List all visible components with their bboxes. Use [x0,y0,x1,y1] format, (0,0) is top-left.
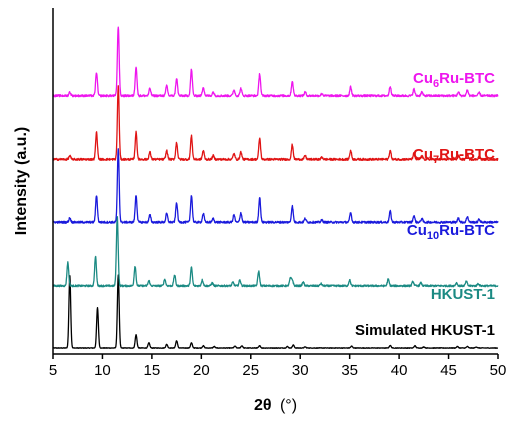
x-axis-title-unit: (°) [280,397,297,414]
series-label-base: Cu [413,70,433,87]
x-axis-title: 2θ (°) [254,397,297,414]
x-tick-label: 15 [144,362,161,379]
series-line [52,26,499,98]
series-traces [52,26,499,349]
series-label-base: Cu [413,146,433,163]
x-tick-label: 40 [391,362,408,379]
x-axis-title-symbol: 2θ [254,397,272,414]
series-label: Cu6Ru-BTC [413,70,495,90]
x-tick-label: 35 [341,362,358,379]
series-label-sub: 10 [427,230,439,242]
series-line [52,148,499,224]
y-axis-title: Intensity (a.u.) [13,127,30,235]
axes [52,8,498,355]
series-labels: Simulated HKUST-1HKUST-1Cu10Ru-BTCCu7Ru-… [355,70,495,339]
series-label-tail: Ru-BTC [439,222,495,239]
series-line [52,274,499,349]
x-tick-label: 5 [49,362,57,379]
series-label: Cu7Ru-BTC [413,146,495,166]
x-tick-label: 20 [193,362,210,379]
series-label-tail: Ru-BTC [439,70,495,87]
x-tick-label: 50 [490,362,507,379]
series-label: Simulated HKUST-1 [355,322,495,339]
series-line [52,216,499,288]
x-tick-label: 10 [94,362,111,379]
series-label-base: Cu [407,222,427,239]
series-label-base: Simulated HKUST-1 [355,322,495,339]
x-tick-label: 25 [242,362,259,379]
series-label-tail: Ru-BTC [439,146,495,163]
series-line [52,85,499,162]
x-tick-label: 30 [292,362,309,379]
series-label: Cu10Ru-BTC [407,222,495,242]
series-label-sub: 6 [433,78,439,90]
series-label-sub: 7 [433,154,439,166]
series-label-base: HKUST-1 [431,286,495,303]
x-tick-label: 45 [440,362,457,379]
x-axis-ticks: 5 10 15 20 25 30 35 40 45 50 [49,354,507,379]
series-label: HKUST-1 [431,286,495,303]
